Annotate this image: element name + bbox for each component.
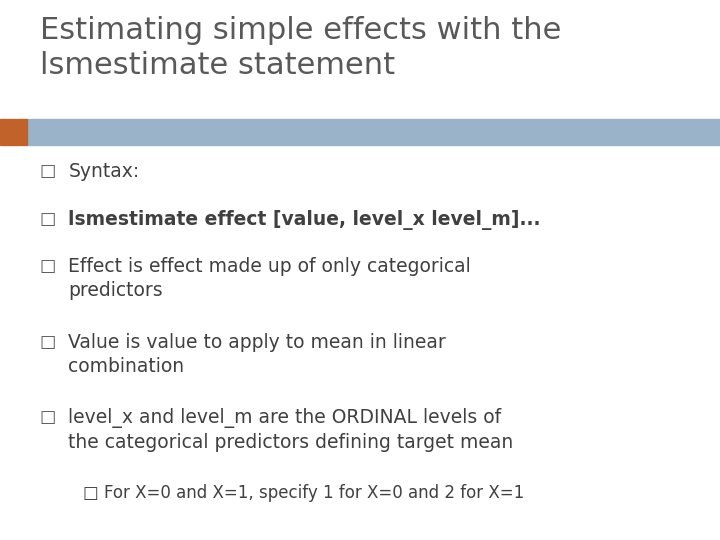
Text: □: □ [40, 257, 56, 275]
Text: level_x and level_m are the ORDINAL levels of
the categorical predictors definin: level_x and level_m are the ORDINAL leve… [68, 408, 513, 453]
Bar [27, 119, 720, 145]
Text: Value is value to apply to mean in linear
combination: Value is value to apply to mean in linea… [68, 333, 446, 376]
Text: Estimating simple effects with the
lsmestimate statement: Estimating simple effects with the lsmes… [40, 16, 561, 80]
Text: □ For X=0 and X=1, specify 1 for X=0 and 2 for X=1: □ For X=0 and X=1, specify 1 for X=0 and… [83, 484, 524, 502]
Text: Syntax:: Syntax: [68, 162, 140, 181]
Bar [0, 119, 27, 145]
Text: Effect is effect made up of only categorical
predictors: Effect is effect made up of only categor… [68, 257, 471, 300]
Text: lsmestimate effect [value, level_x level_m]...: lsmestimate effect [value, level_x level… [68, 210, 541, 230]
Text: □: □ [40, 333, 56, 350]
Text: □: □ [40, 408, 56, 426]
Text: □: □ [40, 162, 56, 180]
Text: □: □ [40, 210, 56, 227]
